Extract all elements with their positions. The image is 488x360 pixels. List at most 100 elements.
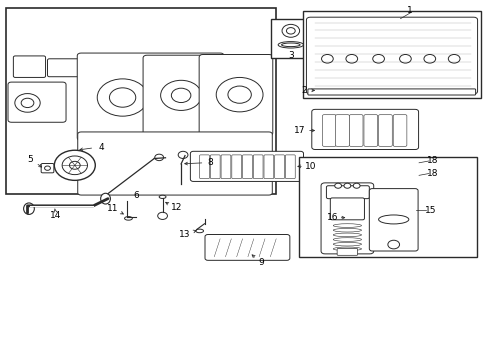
Circle shape [160,80,201,111]
Ellipse shape [195,229,203,233]
Circle shape [399,54,410,63]
FancyBboxPatch shape [274,155,284,179]
Circle shape [387,240,399,249]
Bar [299,157,476,257]
FancyBboxPatch shape [13,56,45,77]
Text: 9: 9 [258,258,264,267]
Ellipse shape [406,162,411,167]
FancyBboxPatch shape [47,59,80,77]
Circle shape [447,54,459,63]
FancyBboxPatch shape [190,151,303,181]
FancyBboxPatch shape [326,186,368,199]
Text: 13: 13 [179,230,190,239]
FancyBboxPatch shape [368,189,417,251]
FancyBboxPatch shape [77,53,224,140]
Text: 18: 18 [426,157,438,166]
FancyBboxPatch shape [199,54,272,135]
FancyBboxPatch shape [78,132,272,195]
Text: 18: 18 [426,169,438,178]
Circle shape [345,54,357,63]
Circle shape [44,166,50,170]
FancyBboxPatch shape [336,248,357,255]
FancyBboxPatch shape [348,115,362,146]
Ellipse shape [281,43,300,46]
FancyBboxPatch shape [368,171,419,180]
FancyBboxPatch shape [378,115,391,146]
Ellipse shape [124,217,132,220]
Text: 8: 8 [207,158,213,167]
Ellipse shape [395,162,401,167]
FancyBboxPatch shape [321,183,373,254]
Ellipse shape [159,195,165,198]
Text: 3: 3 [287,51,293,60]
FancyBboxPatch shape [8,82,66,122]
FancyBboxPatch shape [264,155,273,179]
FancyBboxPatch shape [285,155,295,179]
Circle shape [216,77,263,112]
FancyBboxPatch shape [143,55,214,137]
Text: 12: 12 [170,203,182,212]
FancyBboxPatch shape [368,160,419,169]
Circle shape [158,212,167,220]
Ellipse shape [406,173,411,178]
Text: 10: 10 [305,162,316,171]
Circle shape [352,183,359,188]
Ellipse shape [101,193,110,204]
Circle shape [97,79,148,116]
Text: 4: 4 [98,143,104,152]
Text: 2: 2 [301,86,306,95]
Circle shape [155,154,163,161]
Circle shape [62,156,87,175]
Ellipse shape [384,173,389,178]
Bar [303,12,480,98]
Text: 14: 14 [49,211,61,220]
Circle shape [372,54,384,63]
Circle shape [282,24,299,37]
Circle shape [423,54,435,63]
FancyBboxPatch shape [210,155,220,179]
Circle shape [343,183,350,188]
FancyBboxPatch shape [41,163,54,173]
Circle shape [171,88,190,103]
Circle shape [15,94,40,112]
Ellipse shape [374,162,379,167]
Text: 6: 6 [133,190,139,199]
Ellipse shape [23,203,34,215]
FancyBboxPatch shape [242,155,252,179]
Text: 16: 16 [326,213,337,222]
Ellipse shape [332,233,361,237]
Ellipse shape [378,215,408,224]
FancyBboxPatch shape [307,89,475,95]
Ellipse shape [332,238,361,241]
Circle shape [321,54,332,63]
Ellipse shape [395,173,401,178]
FancyBboxPatch shape [335,115,348,146]
Text: 11: 11 [107,204,119,213]
FancyBboxPatch shape [204,234,289,260]
Bar [271,19,312,58]
FancyBboxPatch shape [311,109,418,149]
Ellipse shape [332,224,361,227]
Circle shape [334,183,341,188]
FancyBboxPatch shape [306,17,477,94]
FancyBboxPatch shape [330,198,364,220]
Text: 15: 15 [424,206,436,215]
Circle shape [178,151,187,158]
Circle shape [21,98,34,108]
Ellipse shape [332,247,361,251]
Circle shape [286,28,295,34]
FancyBboxPatch shape [322,115,335,146]
Ellipse shape [278,41,303,48]
Circle shape [227,86,251,103]
FancyBboxPatch shape [392,115,406,146]
FancyBboxPatch shape [199,155,209,179]
Ellipse shape [332,242,361,246]
Ellipse shape [384,162,389,167]
Circle shape [109,88,136,107]
Ellipse shape [374,173,379,178]
Circle shape [69,161,80,169]
Text: 17: 17 [294,126,305,135]
Bar [5,8,276,194]
Text: 5: 5 [27,156,33,165]
Ellipse shape [332,228,361,232]
